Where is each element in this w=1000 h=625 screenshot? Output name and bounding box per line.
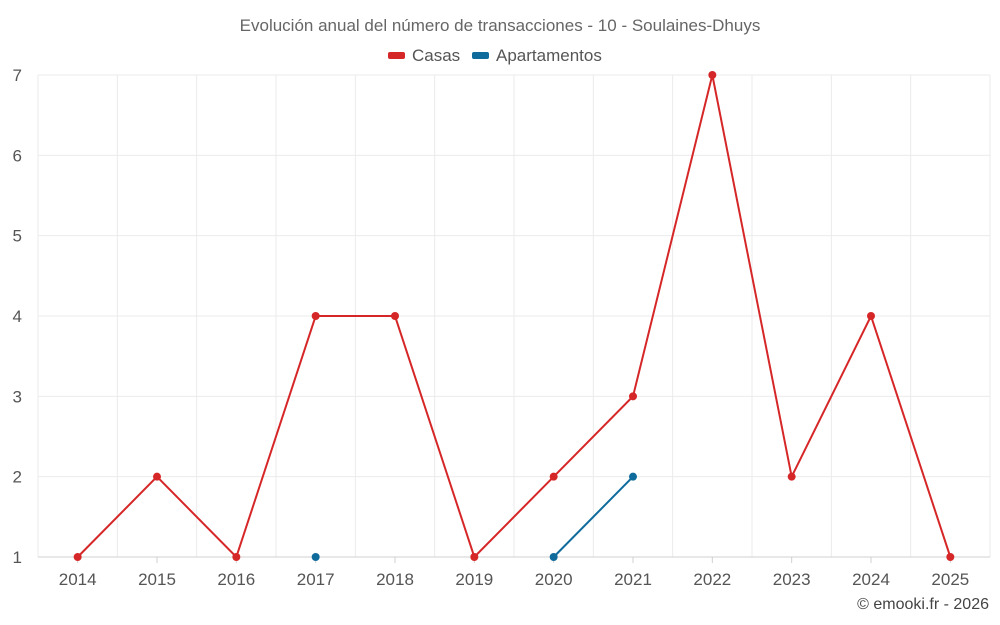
x-tick-label: 2021 (614, 570, 652, 589)
x-axis-tick-labels: 2014 2015 2016 2017 2018 2019 2020 2021 2022 2023… (59, 570, 969, 589)
data-point-casas (629, 392, 637, 401)
x-tick-label: 2025 (931, 570, 969, 589)
grid-lines (37, 74, 991, 558)
data-point-casas (787, 472, 796, 481)
data-point-casas (708, 71, 717, 79)
data-point-casas (867, 312, 875, 320)
data-point-apartamentos (629, 472, 637, 481)
legend-item-apartamentos[interactable]: Apartamentos (472, 46, 602, 65)
x-tick-label: 2020 (535, 570, 573, 589)
data-point-casas (73, 553, 82, 561)
x-tick-label: 2018 (376, 570, 414, 589)
legend-label-apartamentos: Apartamentos (496, 46, 602, 65)
x-tick-label: 2019 (455, 570, 493, 589)
y-tick-label: 6 (13, 146, 22, 165)
chart-title: Evolución anual del número de transaccio… (240, 16, 761, 35)
data-point-casas (232, 553, 241, 561)
legend-item-casas[interactable]: Casas (388, 46, 460, 65)
x-tick-label: 2015 (138, 570, 176, 589)
data-point-casas (391, 312, 399, 320)
x-tick-label: 2014 (59, 570, 97, 589)
series-line-apartamentos (552, 475, 634, 558)
data-point-casas (470, 553, 479, 561)
y-tick-label: 7 (13, 66, 22, 85)
data-point-casas (311, 312, 320, 320)
data-point-casas (153, 472, 161, 481)
axes (38, 556, 990, 563)
y-tick-label: 2 (13, 468, 22, 487)
legend-swatch-apartamentos (472, 52, 489, 59)
data-point-apartamentos (311, 553, 320, 561)
series-casas (73, 71, 955, 561)
x-tick-label: 2017 (297, 570, 335, 589)
data-point-casas (549, 472, 558, 481)
x-tick-label: 2022 (693, 570, 731, 589)
series-line-casas (76, 74, 952, 559)
data-point-casas (946, 553, 955, 561)
credit-text: © emooki.fr - 2026 (857, 596, 989, 613)
x-tick-label: 2023 (773, 570, 811, 589)
legend-label-casas: Casas (412, 46, 460, 65)
x-tick-label: 2016 (217, 570, 255, 589)
legend[interactable]: Casas Apartamentos (388, 46, 602, 65)
y-tick-label: 3 (13, 387, 22, 406)
y-tick-label: 1 (13, 548, 22, 567)
series-apartamentos (311, 472, 637, 561)
data-point-apartamentos (549, 553, 558, 561)
y-tick-label: 5 (13, 227, 22, 246)
x-tick-label: 2024 (852, 570, 890, 589)
y-tick-label: 4 (13, 307, 22, 326)
data-series (73, 71, 955, 561)
y-axis-tick-labels: 1 2 3 4 5 6 7 (13, 66, 22, 567)
legend-swatch-casas (388, 52, 405, 59)
